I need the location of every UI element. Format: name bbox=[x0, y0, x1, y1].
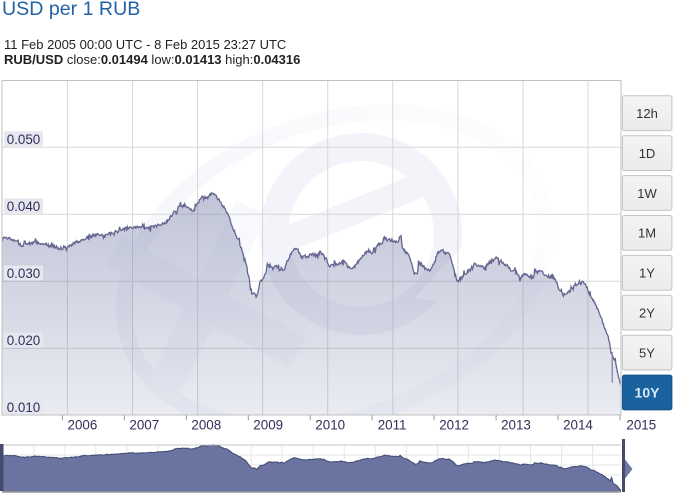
svg-text:2011: 2011 bbox=[378, 418, 407, 433]
svg-text:2010: 2010 bbox=[315, 418, 345, 433]
svg-text:1W: 1W bbox=[637, 186, 657, 201]
svg-text:2009: 2009 bbox=[253, 418, 283, 433]
svg-text:2013: 2013 bbox=[501, 418, 531, 433]
svg-text:2Y: 2Y bbox=[639, 306, 655, 321]
svg-text:1D: 1D bbox=[639, 146, 656, 161]
svg-text:0.020: 0.020 bbox=[7, 333, 41, 348]
svg-text:0.050: 0.050 bbox=[7, 132, 41, 147]
svg-text:0.040: 0.040 bbox=[7, 199, 41, 214]
svg-text:12h: 12h bbox=[636, 106, 658, 121]
svg-text:0.030: 0.030 bbox=[7, 266, 41, 281]
svg-text:2008: 2008 bbox=[191, 418, 221, 433]
svg-text:0.010: 0.010 bbox=[7, 400, 41, 415]
svg-text:1M: 1M bbox=[638, 226, 656, 241]
svg-text:10Y: 10Y bbox=[635, 385, 661, 401]
svg-text:2015: 2015 bbox=[626, 418, 656, 433]
svg-text:2006: 2006 bbox=[68, 418, 98, 433]
svg-text:5Y: 5Y bbox=[639, 345, 655, 360]
svg-text:1Y: 1Y bbox=[639, 266, 655, 281]
svg-text:2014: 2014 bbox=[563, 418, 593, 433]
svg-text:2012: 2012 bbox=[439, 418, 469, 433]
svg-text:2007: 2007 bbox=[129, 418, 159, 433]
